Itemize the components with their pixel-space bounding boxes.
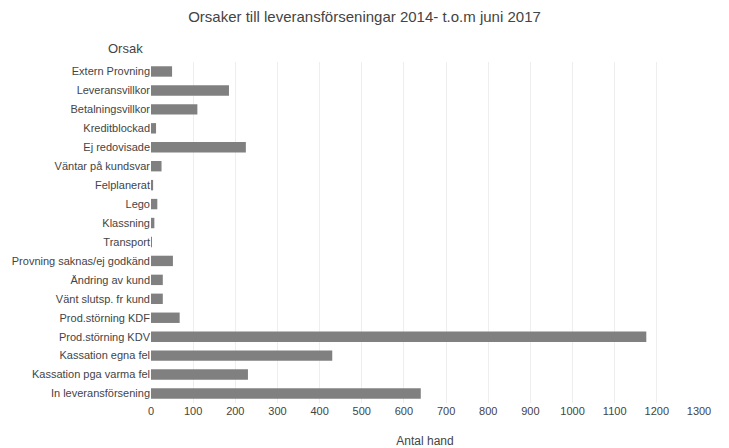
svg-text:1000: 1000 (560, 405, 584, 417)
svg-text:Prod.störning KDF: Prod.störning KDF (60, 312, 151, 324)
svg-text:Kassation egna fel: Kassation egna fel (59, 349, 150, 361)
svg-text:800: 800 (479, 405, 497, 417)
svg-text:Transport: Transport (103, 236, 150, 248)
svg-text:Provning saknas/ej godkänd: Provning saknas/ej godkänd (12, 255, 150, 267)
svg-text:Kreditblockad: Kreditblockad (83, 122, 150, 134)
svg-text:300: 300 (268, 405, 286, 417)
svg-text:Antal hand: Antal hand (396, 434, 453, 448)
svg-text:Vänt slutsp. fr kund: Vänt slutsp. fr kund (56, 293, 150, 305)
svg-text:600: 600 (395, 405, 413, 417)
svg-text:Lego: Lego (126, 198, 150, 210)
svg-text:Orsak: Orsak (108, 41, 143, 56)
svg-text:Felplanerat: Felplanerat (95, 179, 150, 191)
svg-text:1300: 1300 (687, 405, 711, 417)
svg-text:In leveransförsening: In leveransförsening (51, 387, 150, 399)
svg-text:400: 400 (310, 405, 328, 417)
svg-text:Extern Provning: Extern Provning (72, 65, 150, 77)
svg-text:Prod.störning KDV: Prod.störning KDV (59, 331, 151, 343)
svg-text:700: 700 (437, 405, 455, 417)
svg-text:1100: 1100 (603, 405, 627, 417)
svg-text:Ej redovisade: Ej redovisade (83, 141, 150, 153)
svg-text:100: 100 (184, 405, 202, 417)
svg-text:900: 900 (521, 405, 539, 417)
svg-text:1200: 1200 (645, 405, 669, 417)
svg-text:Orsaker till leveransförsening: Orsaker till leveransförseningar 2014- t… (188, 8, 541, 25)
svg-text:Väntar på kundsvar: Väntar på kundsvar (55, 160, 151, 172)
svg-text:500: 500 (353, 405, 371, 417)
svg-text:Kassation pga varma fel: Kassation pga varma fel (32, 368, 150, 380)
svg-text:Ändring av kund: Ändring av kund (71, 274, 151, 286)
svg-text:0: 0 (148, 405, 154, 417)
svg-text:Klassning: Klassning (102, 217, 150, 229)
svg-text:Betalningsvillkor: Betalningsvillkor (71, 103, 151, 115)
svg-text:Leveransvillkor: Leveransvillkor (77, 84, 151, 96)
svg-text:200: 200 (226, 405, 244, 417)
